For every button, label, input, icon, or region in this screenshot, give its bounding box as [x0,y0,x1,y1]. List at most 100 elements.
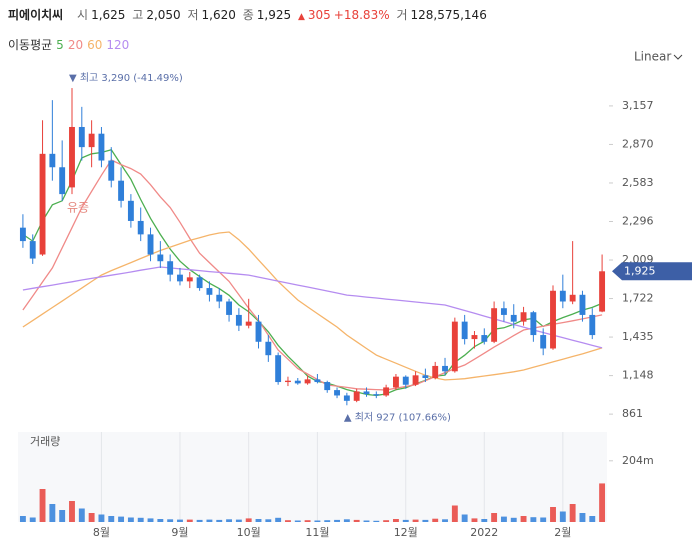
moving-average-line [22,159,603,391]
volume-bar [432,518,439,522]
volume-bar [334,519,340,522]
event-marker: 유증 [67,201,89,215]
volume-bar [324,520,331,522]
volume-bar [127,517,134,522]
volume-bar [442,519,448,522]
volume-bar [78,508,85,522]
volume-bar [29,517,36,522]
legend-entry[interactable]: 20 [67,38,84,52]
value: 128,575,146 [410,8,487,22]
volume-bar [471,518,478,522]
legend: 이동평균 5 20 60 120 [8,36,133,53]
volume-bar [520,516,527,522]
change-pct: +18.83% [333,8,390,22]
candle-body [579,294,586,315]
label: 저 [187,8,199,22]
candle-body [275,355,282,383]
candle-body [412,375,419,385]
volume-bar [235,519,242,522]
candle-body [520,312,527,322]
volume-bar [383,520,390,522]
scale-toggle[interactable]: Linear [634,50,671,64]
volume-bar [19,516,26,522]
legend-entry[interactable]: 60 [87,38,103,52]
value: 1,925 [256,8,292,22]
candle-body [285,380,291,383]
volume-bar [559,511,566,522]
volume-bar [569,504,576,522]
volume-bar [314,520,321,522]
y-tick-label: 1,148 [622,369,654,382]
volume-bar [599,483,606,522]
volume-bar [304,520,311,522]
volume-bar [373,520,380,522]
volume-bar [147,518,154,522]
candle-body [559,290,566,302]
volume-bar [39,489,46,522]
moving-average-line [22,231,603,381]
volume-title: 거래량 [30,435,60,448]
y-tick-label: 2,296 [622,214,654,227]
volume-bar [226,519,233,522]
candle-body [216,294,223,302]
candle-body [88,133,95,148]
candle-body [550,290,556,349]
max-annotation: ▼ 최고 3,290 (-41.49%) [69,72,183,84]
volume-bar [392,519,399,522]
candle-body [491,308,498,342]
volume-bar [216,519,223,522]
x-tick-label: 2월 [554,526,571,539]
value: 1,625 [91,8,126,22]
price-tag [612,262,692,281]
candle-body [510,314,517,322]
volume-bar [137,517,144,522]
volume-bar [88,513,95,522]
candle-body [373,394,380,396]
volume-bar [294,520,301,522]
candle-body [294,380,301,384]
candle-body [39,153,46,255]
volume-bar [285,520,291,522]
candle-body [363,391,370,395]
volume-bar [206,519,213,522]
candle-body [127,200,134,221]
candle-body [432,365,439,379]
y-tick-label: 1,435 [622,330,654,343]
volume-bar [579,513,586,522]
x-tick-label: 11월 [305,526,329,539]
candle-body [481,335,488,342]
candle-body [392,376,399,388]
value: 2,050 [146,8,181,22]
candle-body [540,335,547,349]
y-tick-label: 3,157 [622,99,654,112]
volume-bar [196,519,203,522]
candle-body [59,167,66,195]
chevron[interactable] [673,54,683,60]
candle-body [226,301,233,315]
candle-body [383,387,390,396]
volume-bar [167,519,174,522]
y-tick-label: 2,870 [622,137,654,150]
x-tick-label: 9월 [171,526,188,539]
stock-name: 피에이치씨 [8,8,64,22]
label: 거 [396,8,408,22]
legend-entry[interactable]: 5 [56,38,64,52]
legend-entry[interactable]: 120 [106,38,130,52]
volume-bar [363,520,370,522]
candle-body [186,277,193,282]
volume-bar [255,519,262,522]
candle-body [451,321,458,372]
volume-bar [481,519,488,522]
legend-title: 이동평균 [8,38,53,52]
label: 시 [77,8,89,22]
candle-body [343,395,350,401]
volume-bar [49,504,56,522]
candle-body [471,335,478,340]
candle-body [235,314,242,326]
candle-body [206,288,213,295]
candle-body [19,227,26,242]
candle-body [177,274,183,282]
volume-bar [186,519,193,522]
volume-bar [245,518,252,522]
volume-bar [491,513,498,522]
